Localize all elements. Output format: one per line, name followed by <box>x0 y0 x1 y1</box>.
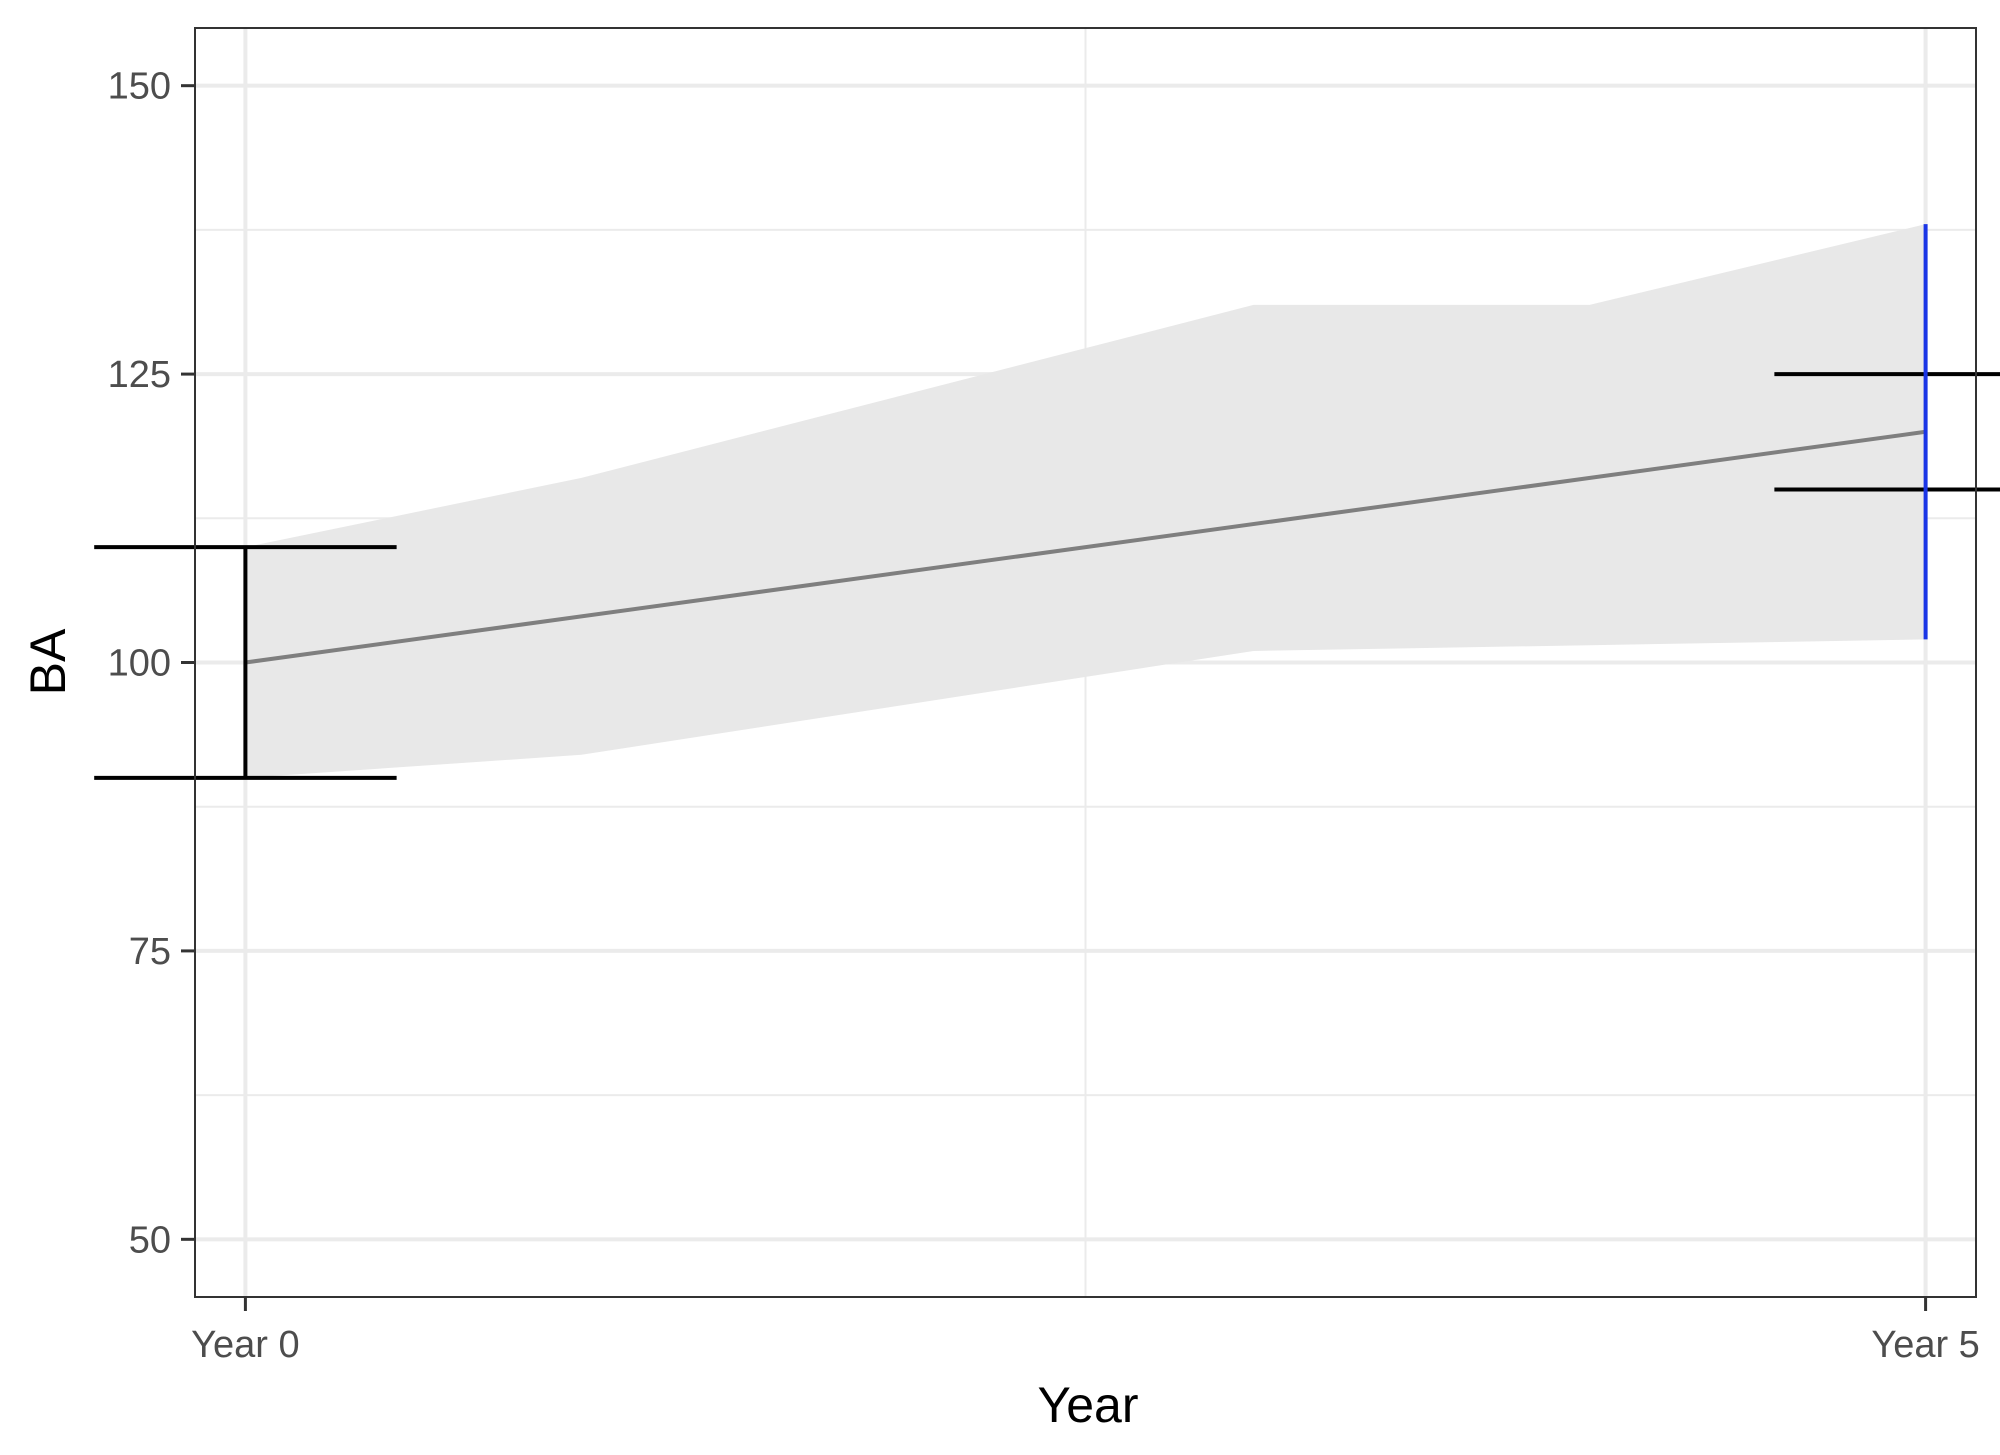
y-tick-label: 75 <box>129 931 171 973</box>
y-tick-label: 50 <box>129 1219 171 1261</box>
y-axis-title: BA <box>20 628 76 695</box>
y-tick-label: 100 <box>108 643 171 685</box>
axes: 50 75 100 125 150 Year 0 Year 5 <box>108 66 1980 1366</box>
y-tick-label: 150 <box>108 66 171 108</box>
x-axis-title: Year <box>1037 1377 1138 1433</box>
y-tick-label: 125 <box>108 354 171 396</box>
mean-trend-line <box>245 429 1926 665</box>
ribbon-band <box>245 224 1926 778</box>
uncertainty-ribbon <box>245 224 1926 778</box>
x-tick-label: Year 0 <box>191 1324 299 1366</box>
x-tick-label: Year 5 <box>1871 1324 1979 1366</box>
error-bars <box>94 224 2000 780</box>
mean-line <box>245 429 1926 665</box>
